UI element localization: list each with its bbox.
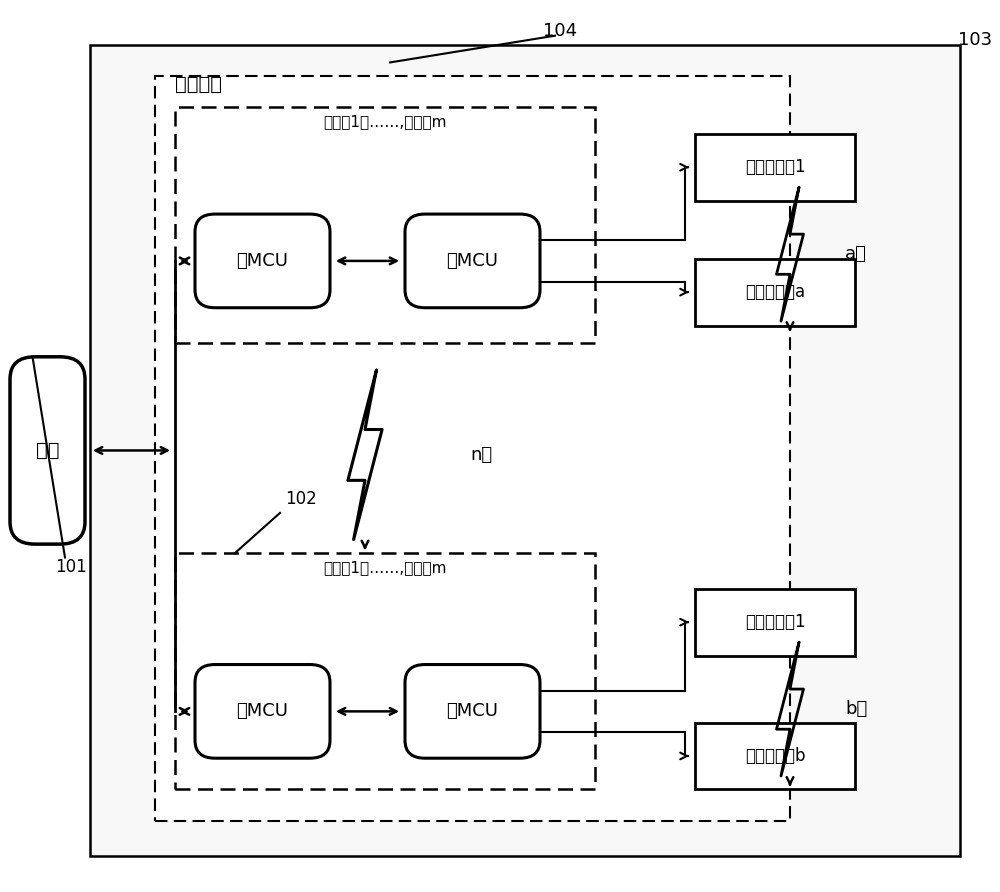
FancyBboxPatch shape (405, 665, 540, 758)
Text: a个: a个 (845, 245, 867, 263)
FancyBboxPatch shape (155, 76, 790, 821)
Text: 待测光模块b: 待测光模块b (745, 747, 805, 765)
FancyBboxPatch shape (195, 214, 330, 308)
Text: 主MCU: 主MCU (237, 702, 288, 721)
FancyBboxPatch shape (695, 134, 855, 201)
Text: 101: 101 (55, 558, 87, 575)
Text: 固定装置: 固定装置 (175, 75, 222, 94)
FancyBboxPatch shape (695, 259, 855, 326)
Text: b个: b个 (845, 700, 867, 718)
Text: 副MCU: 副MCU (447, 702, 499, 721)
Text: 待测光模块1: 待测光模块1 (745, 613, 805, 632)
Text: 104: 104 (543, 22, 577, 40)
FancyBboxPatch shape (90, 45, 960, 856)
Text: 103: 103 (958, 31, 992, 49)
FancyBboxPatch shape (10, 357, 85, 544)
FancyBboxPatch shape (405, 214, 540, 308)
Text: 102: 102 (285, 491, 317, 508)
Text: n个: n个 (470, 446, 492, 464)
FancyBboxPatch shape (695, 589, 855, 656)
Text: 待测光模块a: 待测光模块a (745, 283, 805, 301)
FancyBboxPatch shape (695, 723, 855, 789)
Text: 待测光模块1: 待测光模块1 (745, 158, 805, 177)
FancyBboxPatch shape (195, 665, 330, 758)
Text: 连接器1，……,连接器m: 连接器1，……,连接器m (323, 560, 447, 575)
Text: 连接器1，……,连接器m: 连接器1，……,连接器m (323, 114, 447, 129)
Text: 副MCU: 副MCU (447, 252, 499, 270)
Text: 主机: 主机 (36, 441, 59, 460)
Text: 主MCU: 主MCU (237, 252, 288, 270)
